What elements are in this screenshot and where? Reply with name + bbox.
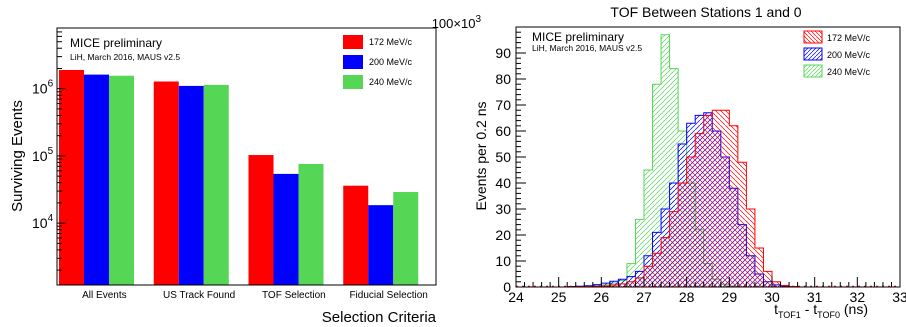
y-tick-label: 0 — [503, 279, 511, 295]
x-tick-label: 30 — [764, 289, 780, 305]
x-tick-label: 24 — [508, 289, 524, 305]
x-category-label: All Events — [82, 290, 126, 301]
y-tick-label: 50 — [495, 149, 511, 165]
y-tick-label: 40 — [495, 175, 511, 191]
x-tick-label: 32 — [850, 289, 866, 305]
y-tick-label: 70 — [495, 97, 511, 113]
y-multiplier: 100×103 — [432, 14, 482, 31]
legend-swatch — [343, 55, 363, 69]
y-tick-label: 104 — [32, 213, 54, 231]
y-tick-label: 80 — [495, 71, 511, 87]
bar-200-mev-c-2 — [273, 173, 299, 285]
bar-172-mev-c-0 — [59, 69, 84, 285]
right-annotation-title: MICE preliminary — [532, 30, 624, 44]
bar-series-group — [59, 69, 419, 285]
legend-label: 172 MeV/c — [369, 37, 413, 47]
right-x-axis: 24 25 26 27 28 29 30 31 32 33 — [508, 277, 906, 305]
left-y-axis: 104 105 106 — [32, 27, 66, 271]
right-annotation-subtitle: LiH, March 2016, MAUS v2.5 — [532, 43, 642, 53]
x-tick-label: 31 — [807, 289, 823, 305]
x-category-label: Fiducial Selection — [349, 290, 427, 301]
right-y-axis: 0 10 20 30 40 50 60 70 80 90 — [495, 26, 526, 295]
x-category-label: TOF Selection — [262, 290, 326, 301]
y-tick-label: 30 — [495, 201, 511, 217]
x-tick-label: 33 — [892, 289, 906, 305]
y-tick-label: 105 — [32, 146, 54, 164]
y-tick-label: 10 — [495, 253, 511, 269]
bar-240-mev-c-0 — [109, 75, 134, 285]
x-tick-label: 26 — [594, 289, 610, 305]
left-y-axis-label: Surviving Events — [9, 100, 26, 212]
selection-bar-chart: 104 105 106 All Events US Track Found TOF Se… — [9, 27, 437, 326]
left-annotation-subtitle: LiH, March 2016, MAUS v2.5 — [70, 52, 180, 62]
x-tick-label: 27 — [636, 289, 652, 305]
legend-label: 240 MeV/c — [827, 67, 871, 77]
y-tick-label: 20 — [495, 227, 511, 243]
bar-172-mev-c-1 — [153, 81, 179, 285]
bar-240-mev-c-1 — [203, 84, 229, 285]
left-x-axis: All Events US Track Found TOF Selection Fid… — [82, 290, 428, 301]
left-legend: 172 MeV/c 200 MeV/c 240 MeV/c — [343, 35, 413, 89]
right-x-axis-label: tTOF1 - tTOF0 (ns) — [774, 301, 868, 320]
x-tick-label: 29 — [722, 289, 738, 305]
tof-histogram-chart: TOF Between Stations 1 and 0 100×103 0 10… — [432, 4, 906, 320]
legend-swatch — [803, 30, 823, 44]
y-tick-label: 106 — [32, 79, 54, 97]
left-annotation-title: MICE preliminary — [70, 36, 162, 50]
y-tick-label: 60 — [495, 123, 511, 139]
bar-240-mev-c-3 — [393, 192, 419, 285]
x-tick-label: 28 — [679, 289, 695, 305]
legend-swatch — [803, 64, 823, 78]
legend-swatch — [803, 47, 823, 61]
legend-label: 172 MeV/c — [827, 33, 871, 43]
legend-swatch — [343, 35, 363, 49]
legend-label: 240 MeV/c — [369, 77, 413, 87]
bar-200-mev-c-3 — [368, 205, 394, 285]
left-x-axis-label: Selection Criteria — [322, 309, 437, 326]
y-tick-label: 90 — [495, 45, 511, 61]
bar-240-mev-c-2 — [298, 163, 324, 285]
right-chart-title: TOF Between Stations 1 and 0 — [610, 4, 801, 20]
left-plot-frame — [56, 27, 437, 286]
legend-label: 200 MeV/c — [827, 50, 871, 60]
bar-200-mev-c-1 — [178, 85, 204, 285]
legend-swatch — [343, 75, 363, 89]
x-tick-label: 25 — [551, 289, 567, 305]
x-category-label: US Track Found — [163, 290, 235, 301]
right-y-axis-label: Events per 0.2 ns — [473, 102, 489, 211]
right-legend: 172 MeV/c 200 MeV/c 240 MeV/c — [803, 30, 871, 78]
bar-200-mev-c-0 — [84, 74, 109, 285]
bar-172-mev-c-2 — [248, 155, 274, 285]
bar-172-mev-c-3 — [343, 185, 369, 285]
legend-label: 200 MeV/c — [369, 57, 413, 67]
